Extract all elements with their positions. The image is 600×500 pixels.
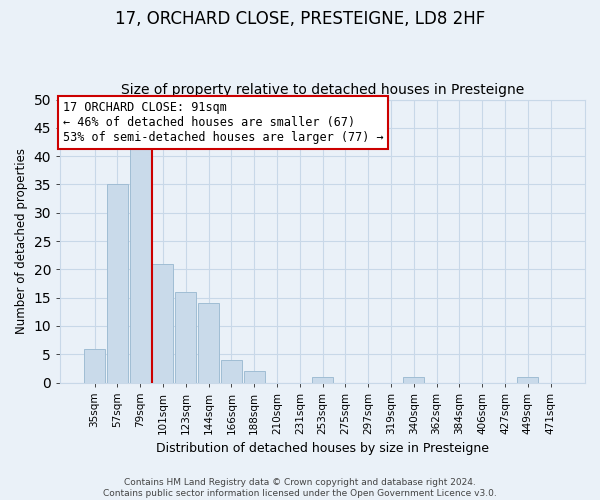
Bar bbox=[244, 371, 265, 382]
Bar bbox=[312, 377, 333, 382]
Bar bbox=[517, 377, 538, 382]
Text: 17 ORCHARD CLOSE: 91sqm
← 46% of detached houses are smaller (67)
53% of semi-de: 17 ORCHARD CLOSE: 91sqm ← 46% of detache… bbox=[63, 101, 383, 144]
Title: Size of property relative to detached houses in Presteigne: Size of property relative to detached ho… bbox=[121, 83, 524, 97]
Text: Contains HM Land Registry data © Crown copyright and database right 2024.
Contai: Contains HM Land Registry data © Crown c… bbox=[103, 478, 497, 498]
Bar bbox=[152, 264, 173, 382]
X-axis label: Distribution of detached houses by size in Presteigne: Distribution of detached houses by size … bbox=[156, 442, 489, 455]
Bar bbox=[221, 360, 242, 382]
Text: 17, ORCHARD CLOSE, PRESTEIGNE, LD8 2HF: 17, ORCHARD CLOSE, PRESTEIGNE, LD8 2HF bbox=[115, 10, 485, 28]
Bar bbox=[84, 348, 105, 382]
Bar bbox=[130, 145, 151, 382]
Y-axis label: Number of detached properties: Number of detached properties bbox=[15, 148, 28, 334]
Bar bbox=[107, 184, 128, 382]
Bar bbox=[175, 292, 196, 382]
Bar bbox=[403, 377, 424, 382]
Bar bbox=[198, 304, 219, 382]
